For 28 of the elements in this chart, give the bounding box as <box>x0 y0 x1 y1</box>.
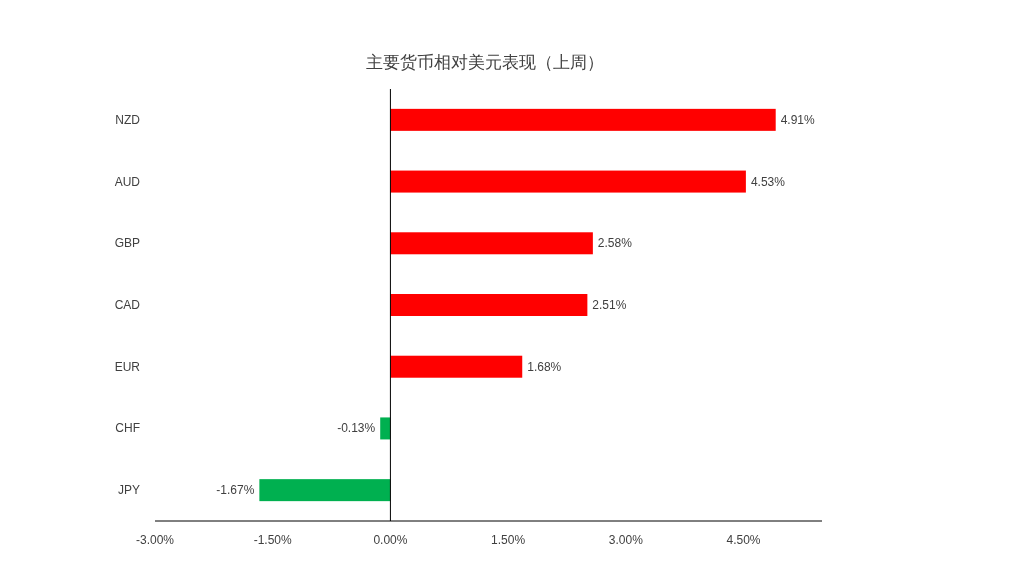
bar <box>380 417 391 440</box>
x-tick-label: -1.50% <box>253 533 293 547</box>
y-tick-label: CAD <box>114 298 141 312</box>
data-label: 4.91% <box>780 112 816 127</box>
bar <box>390 170 746 193</box>
bar <box>390 108 776 131</box>
y-tick-label: AUD <box>114 174 141 189</box>
y-tick-label: EUR <box>114 359 141 374</box>
bar <box>390 232 593 255</box>
x-tick-label: -3.00% <box>135 533 175 547</box>
y-tick-label: NZD <box>115 112 141 127</box>
x-tick-label: 1.50% <box>491 533 526 547</box>
data-label: -1.67% <box>216 483 255 498</box>
bar <box>390 294 588 316</box>
y-tick-label: GBP <box>114 236 140 251</box>
data-label: 2.51% <box>592 298 627 312</box>
y-tick-label: JPY <box>117 483 140 498</box>
data-label: 2.58% <box>597 236 633 251</box>
x-tick-label: 0.00% <box>373 533 408 547</box>
bar <box>390 355 523 378</box>
y-tick-label: CHF <box>115 421 140 436</box>
data-label: 1.68% <box>527 359 562 374</box>
x-tick-label: 4.50% <box>726 533 761 547</box>
bar <box>259 479 391 502</box>
chart-title: 主要货币相对美元表现（上周） <box>366 53 604 72</box>
data-label: 4.53% <box>750 174 786 189</box>
data-label: -0.13% <box>337 421 376 436</box>
x-tick-label: 3.00% <box>608 533 644 547</box>
